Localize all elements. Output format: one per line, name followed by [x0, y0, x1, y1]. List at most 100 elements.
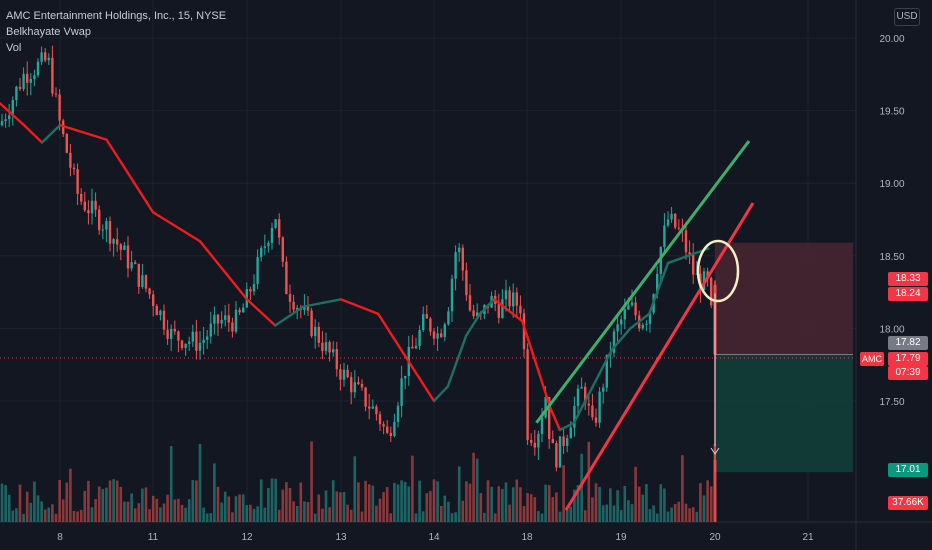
- volume-bar: [51, 504, 54, 522]
- volume-bar: [504, 482, 508, 522]
- volume-bar: [58, 479, 61, 522]
- target-level-badge: 17.01: [888, 463, 928, 477]
- candle-body: [202, 339, 205, 343]
- candle-body: [598, 391, 601, 423]
- volume-bar: [684, 503, 688, 522]
- volume-bar: [630, 504, 634, 522]
- candle-body: [515, 292, 518, 306]
- candle-body: [44, 52, 47, 61]
- volume-bar: [652, 505, 655, 522]
- vwap-segment: [22, 123, 44, 144]
- candle-body: [674, 213, 677, 228]
- vwap-segment: [549, 407, 562, 432]
- volume-bar: [371, 485, 375, 522]
- volume-bar: [465, 481, 468, 522]
- currency-button[interactable]: USD: [894, 8, 920, 26]
- volume-bar: [155, 498, 159, 522]
- candle-body: [180, 340, 184, 348]
- volume-bar: [565, 508, 569, 522]
- candle-body: [130, 262, 133, 269]
- candle-body: [288, 294, 292, 302]
- candle-body: [533, 442, 536, 448]
- volume-bar: [421, 511, 425, 522]
- candle-body: [342, 369, 346, 380]
- vwap-segment: [521, 319, 538, 366]
- candle-body: [360, 383, 364, 388]
- candle-body: [213, 314, 216, 324]
- volume-bar: [540, 513, 544, 522]
- time-tick-label: 13: [335, 532, 347, 543]
- candle-body: [51, 57, 54, 94]
- candle-body: [234, 309, 238, 332]
- volume-bar: [389, 513, 393, 522]
- volume-bar: [321, 508, 324, 522]
- candle-body: [375, 406, 378, 415]
- candle-body: [119, 244, 122, 250]
- candle-body: [134, 262, 137, 264]
- volume-bar: [87, 480, 90, 522]
- volume-bar: [18, 484, 22, 522]
- volume-bar: [101, 489, 105, 522]
- candle-body: [216, 314, 220, 324]
- candle-body: [551, 439, 554, 444]
- candle-body: [303, 306, 306, 311]
- volume-bar: [385, 486, 389, 522]
- candle-body: [47, 57, 50, 61]
- volume-bar: [259, 479, 263, 522]
- candle-body: [15, 86, 18, 101]
- volume-bar: [130, 493, 133, 522]
- candle-body: [458, 247, 461, 253]
- candle-body: [296, 307, 299, 310]
- candle-body: [530, 439, 533, 443]
- volume-bar: [555, 492, 558, 522]
- candle-body: [555, 443, 558, 468]
- candle-body: [18, 86, 22, 89]
- candle-body: [90, 200, 94, 214]
- candle-body: [33, 75, 36, 79]
- volume-bar: [184, 507, 187, 522]
- stop-level-badge: 18.33: [888, 272, 928, 286]
- candle-body: [170, 328, 173, 339]
- candle-body: [324, 342, 328, 352]
- volume-bar: [94, 499, 97, 522]
- candle-body: [432, 331, 436, 339]
- volume-bar: [681, 455, 684, 522]
- candle-body: [710, 277, 713, 306]
- candle-body: [270, 227, 274, 243]
- volume-indicator-label[interactable]: Vol: [6, 42, 22, 54]
- candle-body: [411, 346, 414, 349]
- current-price-badge: 17.79: [888, 352, 928, 366]
- candle-body: [339, 369, 342, 380]
- vwap-segment: [40, 123, 62, 144]
- price-tick-label: 18.50: [879, 252, 904, 263]
- candle-body: [209, 323, 212, 337]
- candle-body: [285, 261, 288, 295]
- candle-body: [436, 333, 439, 339]
- volume-bar: [123, 501, 126, 522]
- candle-body: [468, 295, 472, 311]
- volume-bar: [432, 479, 436, 522]
- candle-body: [238, 309, 241, 313]
- candle-body: [94, 200, 97, 210]
- volume-bar: [267, 487, 270, 522]
- vwap-segment: [629, 312, 651, 330]
- volume-bar: [659, 484, 663, 522]
- candle-body: [684, 230, 688, 253]
- vwap-segment: [666, 247, 710, 265]
- candle-body: [418, 330, 421, 346]
- candle-body: [576, 388, 580, 406]
- candle-body: [425, 314, 428, 319]
- candle-body: [594, 417, 598, 423]
- candle-body: [8, 115, 11, 120]
- candle-body: [382, 424, 385, 427]
- vwap-indicator-label[interactable]: Belkhayate Vwap: [6, 26, 91, 38]
- candle-body: [321, 342, 324, 352]
- candle-body: [454, 252, 457, 279]
- time-tick-label: 21: [802, 532, 814, 543]
- volume-bar: [249, 504, 252, 522]
- vwap-segment: [377, 312, 417, 374]
- volume-bar: [367, 484, 371, 522]
- volume-bar: [461, 500, 465, 522]
- vwap-segment: [274, 305, 305, 327]
